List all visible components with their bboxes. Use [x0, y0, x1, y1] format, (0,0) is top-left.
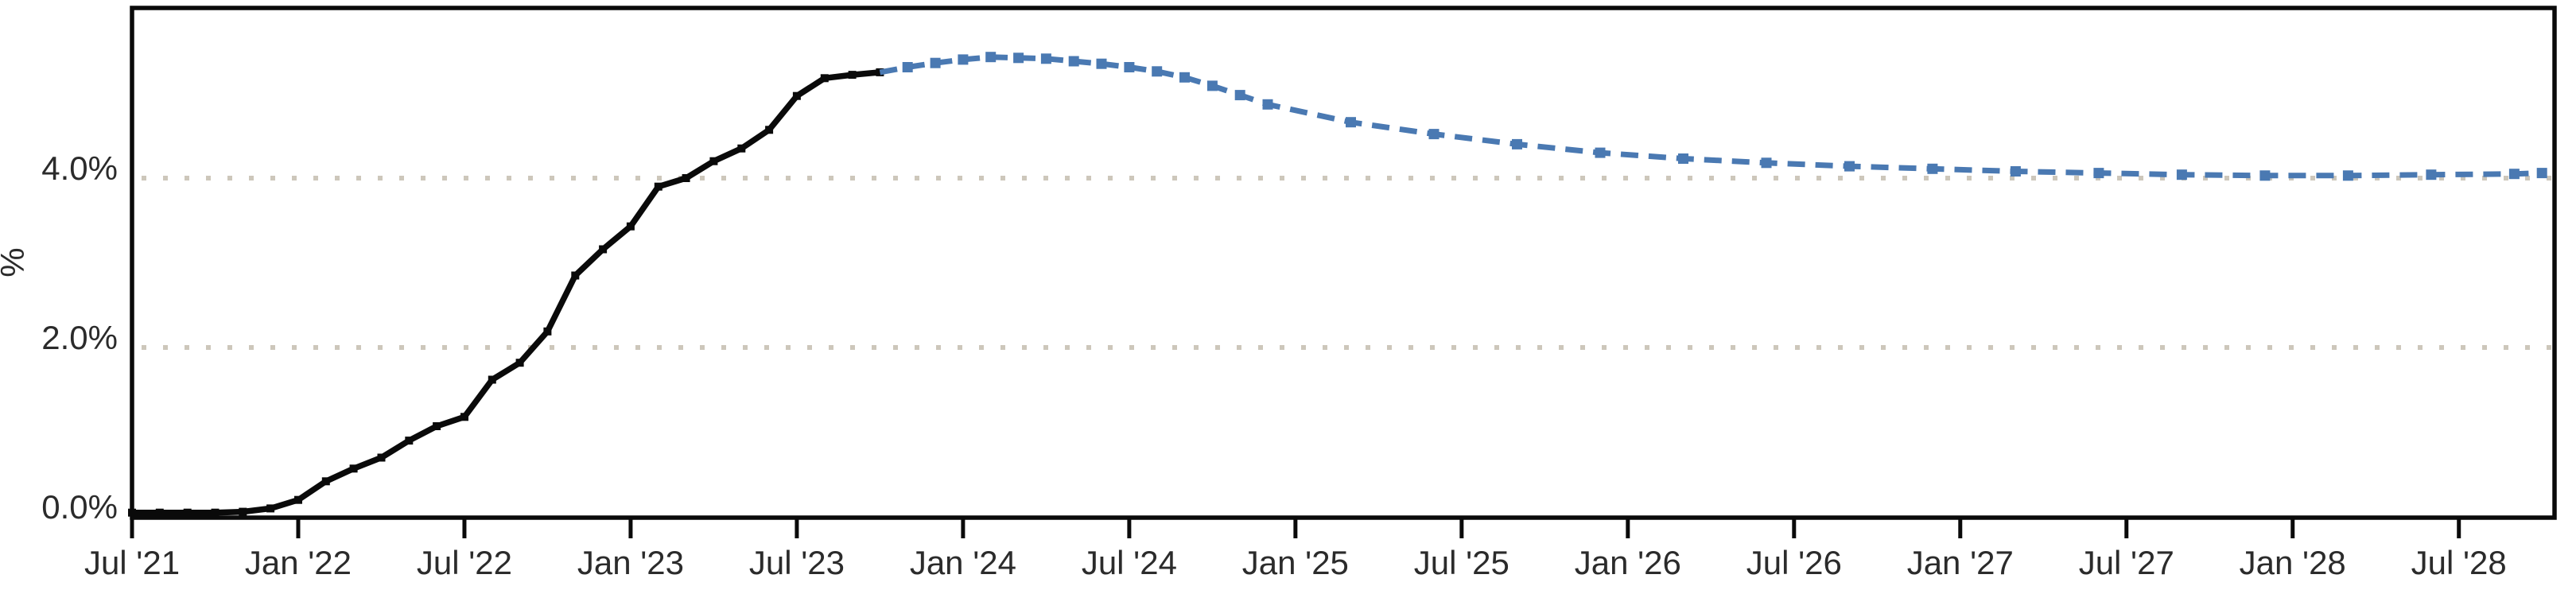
forecast-marker — [2176, 169, 2187, 180]
historical-marker — [792, 91, 801, 100]
forecast-marker — [1346, 117, 1356, 128]
historical-marker — [294, 495, 302, 504]
forecast-marker — [1428, 129, 1440, 140]
forecast-marker — [1013, 52, 1024, 64]
historical-marker — [349, 464, 358, 473]
forecast-marker — [1040, 53, 1051, 64]
x-tick-label: Jul '24 — [1082, 544, 1177, 581]
forecast-marker — [1262, 99, 1273, 110]
x-tick-label: Jul '21 — [84, 544, 180, 581]
historical-marker — [266, 504, 275, 513]
historical-marker — [155, 508, 164, 517]
forecast-marker — [1234, 90, 1245, 101]
forecast-marker — [1179, 72, 1190, 83]
y-tick-label: 4.0% — [41, 149, 118, 187]
x-tick-label: Jul '25 — [1414, 544, 1509, 581]
historical-marker — [820, 74, 829, 83]
historical-marker — [654, 182, 662, 191]
forecast-marker — [958, 54, 969, 65]
forecast-marker — [1206, 80, 1218, 91]
y-tick-label: 2.0% — [41, 319, 118, 356]
forecast-marker — [1595, 147, 1606, 158]
historical-marker — [183, 508, 192, 517]
x-tick-label: Jul '28 — [2411, 544, 2507, 581]
x-tick-label: Jul '26 — [1746, 544, 1842, 581]
x-tick-label: Jan '23 — [577, 544, 684, 581]
historical-marker — [128, 508, 136, 517]
historical-marker — [239, 507, 247, 516]
historical-marker — [709, 157, 718, 165]
forecast-marker — [1678, 153, 1688, 164]
forecast-marker — [1512, 138, 1522, 149]
x-tick-label: Jan '22 — [245, 544, 352, 581]
historical-marker — [211, 508, 220, 517]
plot-border — [130, 6, 2557, 520]
y-axis-title: % — [0, 247, 31, 277]
forecast-marker — [1124, 62, 1135, 72]
forecast-line — [879, 54, 2543, 179]
historical-marker — [848, 71, 857, 80]
forecast-marker — [930, 57, 941, 68]
x-tick-label: Jan '24 — [910, 544, 1016, 581]
historical-marker — [626, 222, 635, 231]
historical-marker — [460, 413, 468, 421]
historical-marker — [682, 174, 690, 182]
x-tick-label: Jan '25 — [1242, 544, 1349, 581]
forecast-marker — [2259, 170, 2271, 181]
historical-marker — [405, 437, 414, 445]
forecast-marker — [2508, 169, 2520, 180]
historical-marker — [377, 453, 386, 462]
forecast-marker — [2093, 168, 2104, 179]
y-tick-label: 0.0% — [41, 488, 118, 526]
x-tick-label: Jan '28 — [2240, 544, 2346, 581]
forecast-marker — [2426, 169, 2437, 180]
x-tick-label: Jan '26 — [1575, 544, 1681, 581]
forecast-marker — [1096, 58, 1107, 69]
x-tick-label: Jul '22 — [417, 544, 512, 581]
forecast-marker — [2536, 168, 2547, 179]
forecast-marker — [1927, 163, 1938, 174]
historical-marker — [543, 327, 552, 336]
forecast-marker — [985, 52, 997, 63]
x-tick-label: Jan '27 — [1907, 544, 2014, 581]
historical-marker — [571, 271, 580, 280]
historical-marker — [321, 477, 330, 486]
x-tick-label: Jul '23 — [749, 544, 845, 581]
historical-marker — [599, 245, 608, 254]
historical-marker — [515, 359, 524, 367]
historical-marker — [488, 375, 496, 384]
forecast-marker — [1761, 157, 1772, 169]
historical-marker — [737, 144, 746, 153]
forecast-marker — [2342, 170, 2353, 181]
historical-line — [132, 69, 880, 516]
forecast-marker — [1068, 56, 1079, 67]
historical-marker — [765, 126, 774, 134]
forecast-marker — [902, 62, 913, 72]
forecast-marker — [2010, 166, 2021, 177]
forecast-marker — [1152, 66, 1163, 77]
x-tick-label: Jul '27 — [2079, 544, 2174, 581]
historical-marker — [433, 422, 441, 430]
forecast-marker — [1844, 161, 1855, 172]
